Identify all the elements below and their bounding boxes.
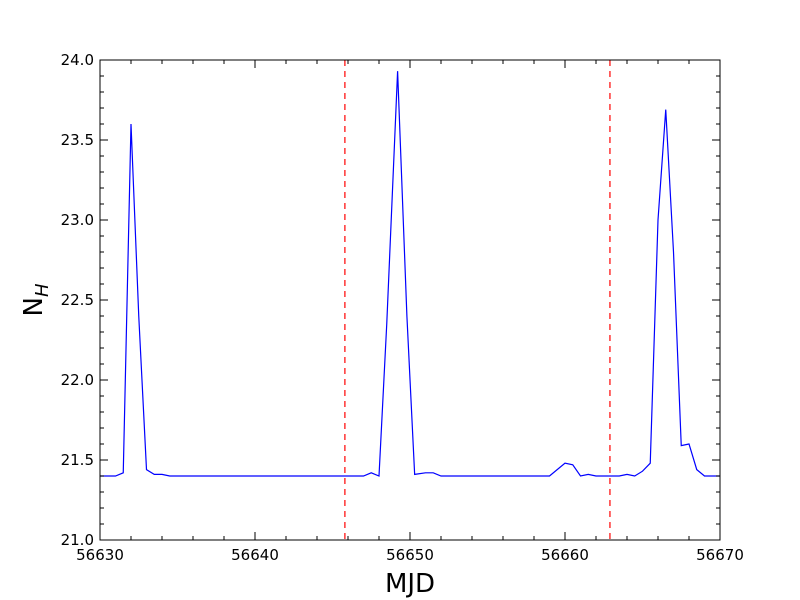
x-axis-label: MJD [385,569,435,599]
y-axis-label: NH [19,283,53,316]
x-tick-label: 56650 [386,546,434,564]
y-axis-label-main: N [19,297,49,316]
y-tick-label: 22.0 [61,371,94,389]
x-tick-label: 56670 [696,546,744,564]
tick-labels: 56630 56640 56650 56660 56670 21.0 21.5 22.0 22.… [61,51,744,564]
x-tick-label: 56630 [76,546,124,564]
series-line-1 [100,71,720,477]
y-tick-label: 23.5 [61,131,94,149]
y-tick-label: 23.0 [61,211,94,229]
plot-area [100,60,720,540]
axes-frame [99,59,721,541]
y-tick-label: 24.0 [61,51,94,69]
y-tick-label: 22.5 [61,291,94,309]
x-tick-label: 56660 [541,546,589,564]
y-tick-label: 21.0 [61,531,94,549]
y-axis-label-subscript: H [32,283,53,297]
x-tick-label: 56640 [231,546,279,564]
axis-ticks [99,59,721,541]
y-tick-label: 21.5 [61,451,94,469]
